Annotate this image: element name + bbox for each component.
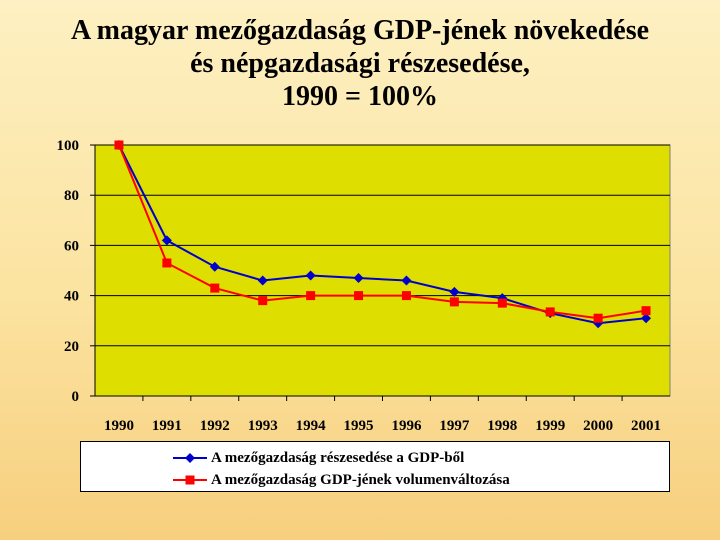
legend-item-series-1: A mezőgazdaság részesedése a GDP-ből — [173, 448, 464, 468]
legend-label-series-2: A mezőgazdaság GDP-jének volumenváltozás… — [211, 471, 510, 488]
y-tick-label-80: 80 — [64, 188, 79, 204]
x-tick-label-2001: 2001 — [631, 418, 661, 434]
x-tick-label-1991: 1991 — [152, 418, 182, 434]
series-1-point-1993 — [257, 275, 268, 286]
series-1-point-1991 — [161, 235, 172, 246]
y-tick-label-20: 20 — [64, 339, 79, 355]
plot-area — [94, 144, 671, 397]
series-1-point-1997 — [449, 286, 460, 297]
x-tick-label-1993: 1993 — [248, 418, 278, 434]
chart-title: A magyar mezőgazdaság GDP-jének növekedé… — [0, 14, 720, 113]
title-line-3: 1990 = 100% — [282, 81, 438, 112]
legend-label-series-1: A mezőgazdaság részesedése a GDP-ből — [211, 449, 465, 466]
series-line-1 — [118, 144, 647, 325]
series-2-point-2000 — [593, 313, 603, 323]
x-tick-label-1998: 1998 — [487, 418, 517, 434]
y-tick-label-60: 60 — [64, 238, 79, 254]
x-axis-ticks: 1990 1991 1992 1993 1994 1995 1996 1997 1998 1999… — [104, 396, 661, 434]
legend-line-square-icon — [173, 475, 207, 485]
series-1-point-1995 — [353, 273, 364, 284]
y-tick-label-40: 40 — [64, 289, 79, 305]
x-tick-label-1992: 1992 — [200, 418, 230, 434]
series-1-point-1996 — [401, 275, 412, 286]
x-tick-label-1999: 1999 — [535, 418, 565, 434]
series-2-point-1997 — [449, 297, 459, 307]
series-1-point-1994 — [305, 270, 316, 281]
y-tick-label-0: 0 — [72, 389, 80, 405]
x-tick-label-1994: 1994 — [296, 418, 327, 434]
series-2-point-1998 — [497, 298, 507, 308]
series-2-point-1991 — [162, 258, 172, 268]
y-tick-label-100: 100 — [57, 138, 80, 154]
x-tick-label-1990: 1990 — [104, 418, 134, 434]
series-1-point-2001 — [641, 313, 652, 324]
legend-item-series-2: A mezőgazdaság GDP-jének volumenváltozás… — [173, 470, 510, 490]
series-2-point-1996 — [401, 291, 411, 301]
x-tick-label-1997: 1997 — [439, 418, 470, 434]
x-tick-label-2000: 2000 — [583, 418, 613, 434]
series-line-2 — [118, 144, 647, 320]
title-line-1: A magyar mezőgazdaság GDP-jének növekedé… — [70, 15, 650, 46]
series-2-point-1995 — [354, 291, 364, 301]
title-line-2: és népgazdasági részesedése, — [190, 48, 530, 79]
y-axis-ticks: 0 20 40 60 80 100 — [57, 138, 95, 405]
series-2-point-1994 — [306, 291, 316, 301]
series-2-point-1992 — [210, 283, 220, 293]
series-2-point-1990 — [114, 140, 124, 150]
series-2-point-1993 — [258, 296, 268, 306]
legend: A mezőgazdaság részesedése a GDP-ből A m… — [80, 441, 670, 492]
legend-line-diamond-icon — [173, 453, 207, 463]
x-tick-label-1995: 1995 — [344, 418, 374, 434]
series-2-point-1999 — [545, 307, 555, 317]
series-group — [113, 140, 652, 329]
series-1-point-1992 — [209, 261, 220, 272]
series-2-point-2001 — [641, 306, 651, 316]
x-tick-label-1996: 1996 — [391, 418, 422, 434]
